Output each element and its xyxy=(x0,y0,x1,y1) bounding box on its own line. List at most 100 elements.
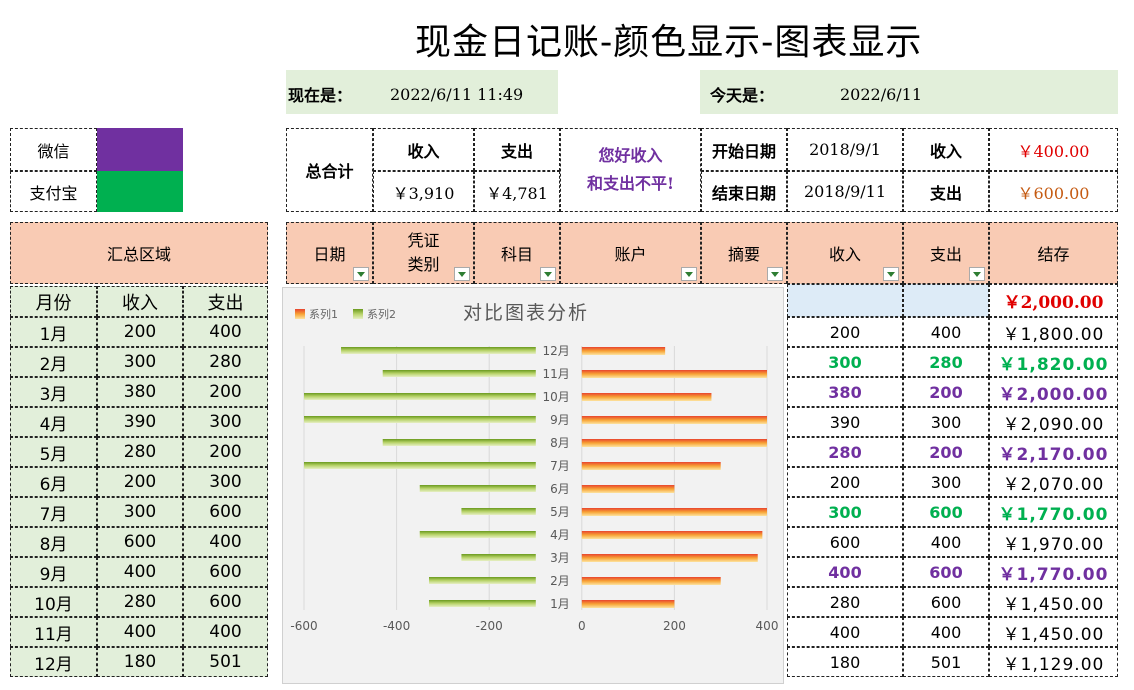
summary-cell[interactable]: 200 xyxy=(183,437,268,467)
header-subject[interactable]: 科目 xyxy=(474,222,560,284)
summary-cell[interactable]: 300 xyxy=(97,497,183,527)
summary-cell[interactable]: 300 xyxy=(183,467,268,497)
category-label: 11月 xyxy=(543,367,570,381)
ledger-income-cell[interactable]: 390 xyxy=(787,407,903,437)
summary-cell[interactable]: 12月 xyxy=(10,647,97,677)
summary-cell[interactable]: 600 xyxy=(97,527,183,557)
start-date-value[interactable]: 2018/9/1 xyxy=(787,128,903,171)
ledger-balance-cell[interactable]: ￥2,000.00 xyxy=(989,377,1118,407)
ledger-income-cell[interactable]: 300 xyxy=(787,347,903,377)
ledger-balance-cell[interactable]: ￥2,170.00 xyxy=(989,437,1118,467)
ledger-income-cell[interactable]: 300 xyxy=(787,497,903,527)
summary-cell[interactable]: 400 xyxy=(97,557,183,587)
ledger-income-cell[interactable]: 400 xyxy=(787,617,903,647)
summary-cell[interactable]: 300 xyxy=(183,407,268,437)
ledger-expense-cell[interactable]: 600 xyxy=(903,497,989,527)
category-label: 1月 xyxy=(550,597,570,611)
summary-cell[interactable]: 2月 xyxy=(10,347,97,377)
summary-cell[interactable]: 10月 xyxy=(10,587,97,617)
ledger-expense-cell[interactable]: 300 xyxy=(903,467,989,497)
ledger-balance-cell[interactable]: ￥2,090.00 xyxy=(989,407,1118,437)
ledger-income-cell[interactable]: 180 xyxy=(787,647,903,677)
summary-cell[interactable]: 11月 xyxy=(10,617,97,647)
header-expense-label: 支出 xyxy=(929,245,962,264)
balance-message-line1: 您好收入 xyxy=(598,146,663,165)
summary-cell[interactable]: 1月 xyxy=(10,317,97,347)
summary-cell[interactable]: 4月 xyxy=(10,407,97,437)
header-memo[interactable]: 摘要 xyxy=(701,222,787,284)
summary-cell[interactable]: 200 xyxy=(183,377,268,407)
ledger-expense-cell[interactable]: 600 xyxy=(903,587,989,617)
summary-cell[interactable]: 9月 xyxy=(10,557,97,587)
ledger-balance-cell[interactable]: ￥1,820.00 xyxy=(989,347,1118,377)
opening-expense-cell[interactable] xyxy=(903,284,989,317)
ledger-income-cell[interactable]: 400 xyxy=(787,557,903,587)
start-date-label: 开始日期 xyxy=(701,128,787,171)
ledger-expense-cell[interactable]: 200 xyxy=(903,377,989,407)
summary-cell[interactable]: 600 xyxy=(183,557,268,587)
ledger-expense-cell[interactable]: 501 xyxy=(903,647,989,677)
summary-cell[interactable]: 3月 xyxy=(10,377,97,407)
ledger-income-cell[interactable]: 200 xyxy=(787,317,903,347)
chart-canvas: 系列1 系列2 对比图表分析 -600 -400 -200 0 200 400 1月 2月 3月 4月 5… xyxy=(290,302,778,633)
ledger-income-cell[interactable]: 600 xyxy=(787,527,903,557)
summary-cell[interactable]: 300 xyxy=(97,347,183,377)
ledger-balance-cell[interactable]: ￥1,770.00 xyxy=(989,497,1118,527)
summary-cell[interactable]: 180 xyxy=(97,647,183,677)
ledger-income-cell[interactable]: 280 xyxy=(787,587,903,617)
ledger-expense-cell[interactable]: 300 xyxy=(903,407,989,437)
summary-cell[interactable]: 280 xyxy=(183,347,268,377)
filter-dropdown-icon[interactable] xyxy=(353,267,369,281)
filter-dropdown-icon[interactable] xyxy=(969,267,985,281)
summary-cell[interactable]: 5月 xyxy=(10,437,97,467)
ledger-balance-cell[interactable]: ￥1,770.00 xyxy=(989,557,1118,587)
summary-cell[interactable]: 8月 xyxy=(10,527,97,557)
summary-cell[interactable]: 200 xyxy=(97,317,183,347)
summary-cell[interactable]: 600 xyxy=(183,497,268,527)
summary-cell[interactable]: 400 xyxy=(183,317,268,347)
comparison-chart[interactable]: 系列1 系列2 对比图表分析 -600 -400 -200 0 200 400 1月 2月 3月 4月 5… xyxy=(282,287,784,684)
ledger-expense-cell[interactable]: 280 xyxy=(903,347,989,377)
header-income[interactable]: 收入 xyxy=(787,222,903,284)
ledger-expense-cell[interactable]: 600 xyxy=(903,557,989,587)
header-date[interactable]: 日期 xyxy=(286,222,373,284)
ledger-balance-cell[interactable]: ￥2,070.00 xyxy=(989,467,1118,497)
ledger-expense-cell[interactable]: 400 xyxy=(903,617,989,647)
summary-cell[interactable]: 501 xyxy=(183,647,268,677)
filter-dropdown-icon[interactable] xyxy=(454,267,470,281)
ledger-income-cell[interactable]: 380 xyxy=(787,377,903,407)
ledger-balance-cell[interactable]: ￥1,970.00 xyxy=(989,527,1118,557)
range-income-value: ￥400.00 xyxy=(989,128,1118,171)
ledger-income-cell[interactable]: 280 xyxy=(787,437,903,467)
summary-cell[interactable]: 280 xyxy=(97,437,183,467)
opening-income-cell[interactable] xyxy=(787,284,903,317)
ledger-expense-cell[interactable]: 200 xyxy=(903,437,989,467)
summary-cell[interactable]: 200 xyxy=(97,467,183,497)
bar-series2 xyxy=(382,439,536,446)
ledger-balance-cell[interactable]: ￥1,450.00 xyxy=(989,587,1118,617)
end-date-value[interactable]: 2018/9/11 xyxy=(787,171,903,212)
summary-cell[interactable]: 380 xyxy=(97,377,183,407)
category-label: 2月 xyxy=(550,574,570,588)
ledger-balance-cell[interactable]: ￥1,129.00 xyxy=(989,647,1118,677)
ledger-income-cell[interactable]: 200 xyxy=(787,467,903,497)
summary-cell[interactable]: 280 xyxy=(97,587,183,617)
summary-cell[interactable]: 600 xyxy=(183,587,268,617)
ledger-balance-cell[interactable]: ￥1,450.00 xyxy=(989,617,1118,647)
summary-cell[interactable]: 390 xyxy=(97,407,183,437)
summary-cell[interactable]: 7月 xyxy=(10,497,97,527)
summary-cell[interactable]: 400 xyxy=(97,617,183,647)
filter-dropdown-icon[interactable] xyxy=(681,267,697,281)
ledger-balance-cell[interactable]: ￥1,800.00 xyxy=(989,317,1118,347)
filter-dropdown-icon[interactable] xyxy=(767,267,783,281)
summary-cell[interactable]: 400 xyxy=(183,527,268,557)
filter-dropdown-icon[interactable] xyxy=(883,267,899,281)
summary-cell[interactable]: 400 xyxy=(183,617,268,647)
header-voucher-type[interactable]: 凭证 类别 xyxy=(373,222,474,284)
filter-dropdown-icon[interactable] xyxy=(540,267,556,281)
ledger-expense-cell[interactable]: 400 xyxy=(903,527,989,557)
ledger-expense-cell[interactable]: 400 xyxy=(903,317,989,347)
header-expense[interactable]: 支出 xyxy=(903,222,989,284)
summary-cell[interactable]: 6月 xyxy=(10,467,97,497)
header-account[interactable]: 账户 xyxy=(560,222,701,284)
